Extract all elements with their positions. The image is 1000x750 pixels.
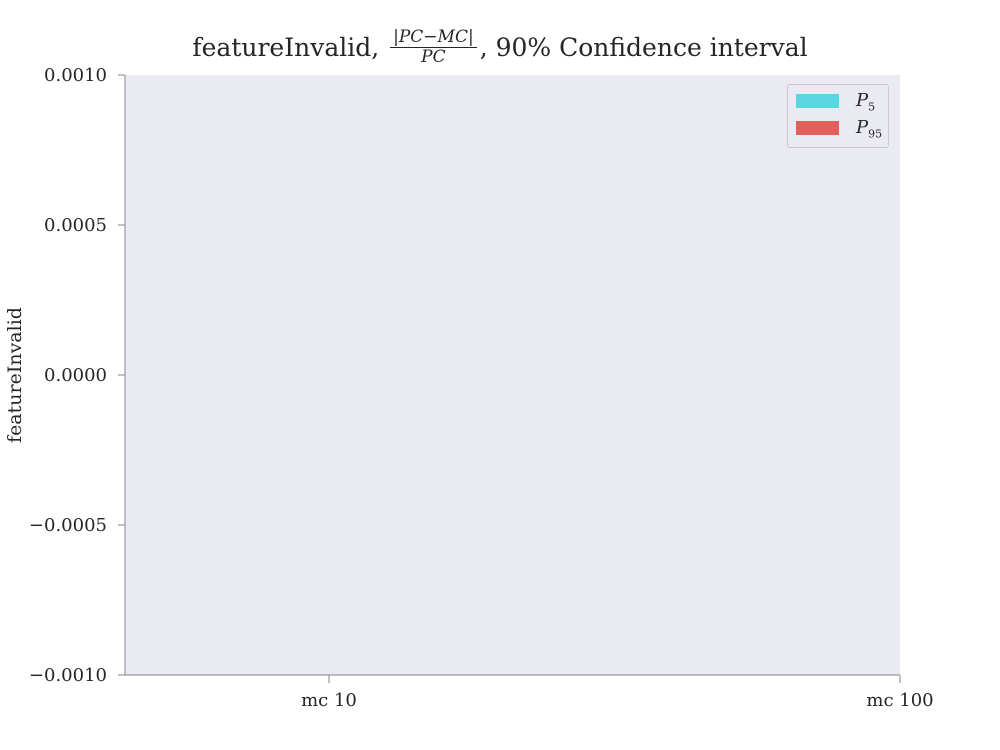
y-tick-label: 0.0000 xyxy=(44,365,107,386)
legend-label-p95-subscript: 95 xyxy=(868,127,883,141)
y-tick-label: −0.0010 xyxy=(29,665,107,686)
x-tick-label: mc 10 xyxy=(301,690,357,711)
y-tick-label: 0.0005 xyxy=(44,215,107,236)
legend-label-p95-name: P xyxy=(856,117,869,138)
legend-swatch-p5 xyxy=(796,94,839,108)
legend-label-p95: P95 xyxy=(856,117,882,146)
x-tick-label: mc 100 xyxy=(866,690,933,711)
y-axis-label: featureInvalid xyxy=(4,307,26,443)
y-tick-label: −0.0005 xyxy=(29,515,107,536)
y-tick-label: 0.0010 xyxy=(44,65,107,86)
chart-title: featureInvalid, |PC−MC| PC , 90% Confide… xyxy=(0,28,1000,67)
axes: 0.0010 0.0005 0.0000 −0.0005 −0.0010 mc 10 mc … xyxy=(29,65,934,711)
legend-item-p95: P95 xyxy=(796,117,886,141)
chart-title-prefix: featureInvalid, xyxy=(192,33,380,62)
legend-swatch-p95 xyxy=(796,121,839,135)
chart-title-suffix: , 90% Confidence interval xyxy=(479,33,808,62)
legend-label-p5: P5 xyxy=(856,90,875,119)
plot-area xyxy=(125,75,900,675)
legend: P5 P95 xyxy=(787,84,889,148)
chart-title-fraction: |PC−MC| PC xyxy=(390,28,477,67)
legend-label-p5-name: P xyxy=(856,90,869,111)
legend-label-p5-subscript: 5 xyxy=(868,100,876,114)
chart-title-fraction-numerator: |PC−MC| xyxy=(390,28,477,48)
chart-title-fraction-denominator: PC xyxy=(421,47,446,67)
legend-item-p5: P5 xyxy=(796,90,886,114)
